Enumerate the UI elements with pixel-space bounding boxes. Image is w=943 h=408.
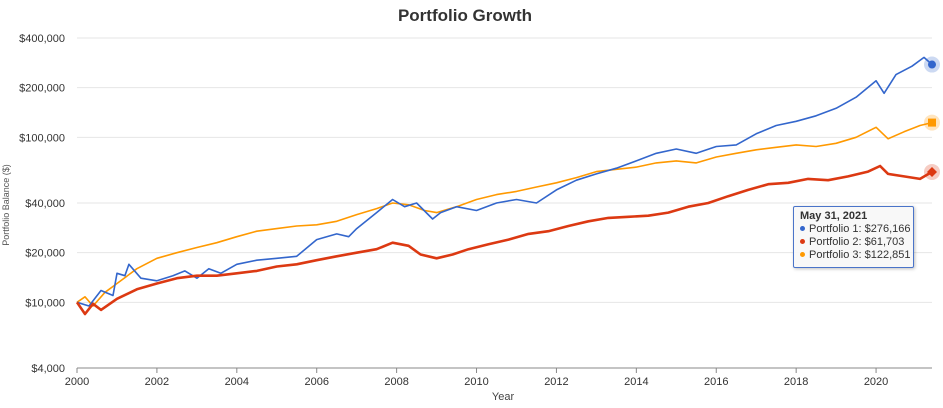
axes: $4,000 $10,000 $20,000 $40,000 $100,000 $200,… [19, 33, 932, 388]
x-tick-label: 2000 [65, 376, 89, 388]
x-tick-label: 2018 [784, 376, 808, 388]
tooltip-row-label: Portfolio 3: $122,851 [809, 249, 911, 261]
x-axis-label: Year [492, 391, 515, 403]
portfolio-2-dot-icon [800, 238, 805, 244]
tooltip-row-label: Portfolio 1: $276,166 [809, 223, 911, 235]
x-tick-label: 2020 [864, 376, 888, 388]
portfolio-2-end-marker [927, 166, 937, 177]
x-tick-label: 2004 [225, 376, 249, 388]
y-tick-label: $100,000 [19, 132, 65, 144]
y-tick-label: $20,000 [25, 248, 65, 260]
tooltip-row-portfolio-1: Portfolio 1: $276,166 [800, 223, 911, 236]
end-markers [924, 56, 940, 180]
x-tick-label: 2010 [464, 376, 488, 388]
tooltip-date: May 31, 2021 [800, 210, 868, 222]
tooltip-row-portfolio-3: Portfolio 3: $122,851 [800, 249, 911, 262]
x-tick-label: 2008 [384, 376, 408, 388]
x-tick-label: 2016 [704, 376, 728, 388]
x-tick-label: 2012 [544, 376, 568, 388]
y-tick-label: $400,000 [19, 33, 65, 45]
y-tick-label: $10,000 [25, 297, 65, 309]
y-tick-label: $40,000 [25, 198, 65, 210]
portfolio-1-line [76, 56, 933, 307]
y-tick-label: $4,000 [31, 363, 65, 375]
tooltip-row-label: Portfolio 2: $61,703 [809, 236, 905, 248]
y-tick-label: $200,000 [19, 83, 65, 95]
x-tick-label: 2014 [624, 376, 648, 388]
gridlines [77, 37, 932, 369]
x-tick-label: 2002 [145, 376, 169, 388]
y-axis-label: Portfolio Balance ($) [1, 164, 11, 246]
portfolio-1-dot-icon [800, 225, 805, 231]
portfolio-3-dot-icon [800, 251, 805, 257]
portfolio-1-end-marker [928, 60, 936, 69]
tooltip-row-portfolio-2: Portfolio 2: $61,703 [800, 236, 907, 249]
portfolio-2-line [75, 164, 933, 316]
series-lines [75, 56, 933, 316]
chart-title: Portfolio Growth [398, 6, 532, 25]
x-tick-label: 2006 [304, 376, 328, 388]
hover-tooltip: May 31, 2021 Portfolio 1: $276,166 Portf… [793, 206, 914, 268]
portfolio-3-line [76, 121, 933, 307]
portfolio-3-end-marker [928, 118, 936, 127]
